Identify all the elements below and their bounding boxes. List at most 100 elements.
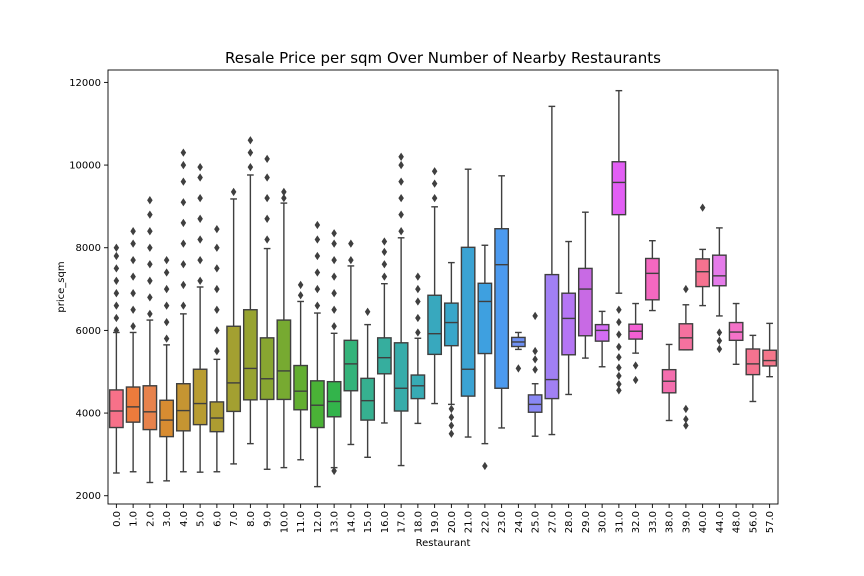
- box-23.0: [494, 175, 510, 429]
- outlier-point: [699, 203, 706, 212]
- x-tick-label: 17.0: [397, 511, 408, 533]
- outlier-point: [448, 421, 455, 430]
- outlier-point: [515, 364, 522, 373]
- chart-title: Resale Price per sqm Over Number of Near…: [225, 49, 661, 67]
- box-10.0: [276, 187, 292, 469]
- outlier-point: [113, 326, 120, 335]
- outlier-point: [163, 255, 170, 265]
- y-axis-label: price_sqm: [56, 261, 67, 312]
- x-tick-label: 33.0: [648, 511, 659, 533]
- outlier-point: [448, 413, 455, 422]
- x-tick-label: 9.0: [263, 511, 274, 527]
- x-tick-label: 2.0: [145, 511, 156, 527]
- x-tick-label: 40.0: [698, 511, 709, 533]
- outlier-point: [415, 297, 421, 306]
- x-tick-label: 28.0: [564, 511, 575, 533]
- outlier-point: [716, 328, 723, 337]
- box-3.0: [159, 255, 175, 482]
- outlier-point: [431, 193, 438, 203]
- outlier-point: [130, 239, 136, 248]
- box-16.0: [376, 237, 392, 424]
- box-body: [309, 380, 325, 429]
- outlier-point: [431, 179, 438, 188]
- box-14.0: [343, 239, 359, 446]
- outlier-point: [130, 227, 136, 236]
- box-body: [762, 349, 778, 367]
- outlier-point: [264, 154, 270, 164]
- outlier-point: [331, 305, 337, 314]
- box-body: [561, 292, 577, 356]
- outlier-point: [163, 284, 170, 294]
- outlier-point: [683, 404, 689, 414]
- x-tick-label: 39.0: [681, 511, 692, 533]
- box-30.0: [594, 310, 610, 368]
- x-tick-label: 48.0: [732, 511, 743, 533]
- outlier-point: [415, 313, 421, 323]
- outlier-point: [331, 466, 337, 476]
- outlier-point: [616, 363, 622, 372]
- box-0.0: [108, 243, 124, 474]
- x-tick-label: 3.0: [162, 511, 173, 527]
- box-body: [443, 302, 459, 347]
- outlier-point: [381, 272, 388, 281]
- outlier-point: [482, 461, 488, 471]
- box-body: [293, 364, 309, 411]
- box-body: [644, 257, 660, 301]
- outlier-point: [314, 220, 321, 230]
- x-tick-label: 21.0: [464, 511, 475, 533]
- outlier-point: [247, 162, 254, 172]
- box-20.0: [443, 261, 459, 438]
- outlier-point: [297, 280, 304, 290]
- box-15.0: [360, 307, 376, 458]
- outlier-point: [448, 404, 455, 414]
- outlier-point: [398, 177, 404, 186]
- outlier-point: [532, 355, 538, 364]
- outlier-point: [147, 293, 153, 302]
- box-32.0: [628, 302, 644, 385]
- outlier-point: [314, 235, 321, 244]
- box-8.0: [242, 136, 258, 445]
- outlier-point: [381, 247, 388, 257]
- outlier-point: [683, 284, 689, 294]
- outlier-point: [113, 301, 120, 310]
- x-tick-label: 22.0: [480, 511, 491, 533]
- box-57.0: [762, 322, 778, 378]
- x-tick-label: 16.0: [380, 511, 391, 533]
- outlier-point: [130, 305, 136, 314]
- box-11.0: [293, 280, 309, 461]
- x-tick-label: 10.0: [279, 511, 290, 533]
- outlier-point: [214, 326, 220, 335]
- outlier-point: [683, 421, 689, 430]
- x-tick-label: 4.0: [179, 511, 190, 527]
- outlier-point: [130, 289, 136, 298]
- outlier-point: [113, 289, 120, 298]
- outlier-point: [297, 291, 304, 300]
- box-body: [695, 258, 711, 288]
- box-body: [159, 399, 175, 438]
- outlier-point: [616, 317, 622, 327]
- outlier-point: [281, 187, 287, 197]
- box-body: [259, 337, 275, 401]
- outlier-point: [532, 365, 538, 374]
- outlier-point: [197, 162, 203, 172]
- outlier-point: [431, 167, 438, 176]
- outlier-point: [415, 272, 421, 281]
- box-5.0: [192, 162, 208, 473]
- x-tick-label: 38.0: [665, 511, 676, 533]
- y-tick-label: 10000: [69, 161, 101, 172]
- outlier-point: [364, 307, 371, 316]
- box-body: [142, 385, 158, 431]
- box-56.0: [745, 334, 761, 403]
- outlier-point: [331, 239, 337, 248]
- outlier-point: [163, 301, 170, 310]
- box-body: [577, 267, 593, 337]
- outlier-point: [197, 214, 203, 223]
- outlier-point: [113, 251, 120, 261]
- outlier-point: [616, 386, 622, 395]
- outlier-point: [632, 375, 639, 385]
- outlier-point: [398, 193, 404, 203]
- box-body: [410, 374, 426, 400]
- box-31.0: [611, 89, 627, 395]
- box-17.0: [393, 152, 409, 467]
